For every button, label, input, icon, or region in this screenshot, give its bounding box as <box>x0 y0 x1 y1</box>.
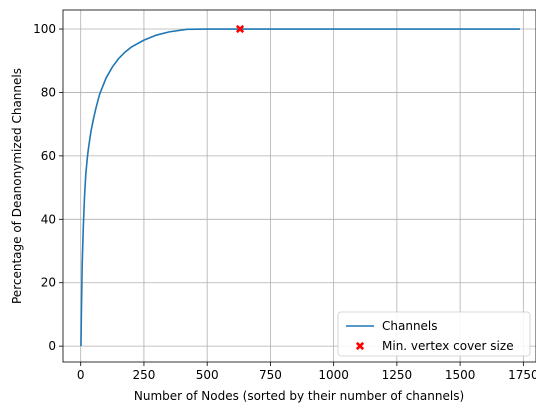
legend-label: Min. vertex cover size <box>382 339 514 353</box>
x-tick-label: 1750 <box>508 368 536 382</box>
x-tick-label: 1000 <box>318 368 349 382</box>
x-tick-label: 1500 <box>445 368 476 382</box>
x-tick-label: 750 <box>259 368 282 382</box>
y-tick-label: 80 <box>41 85 56 99</box>
grid <box>63 10 536 362</box>
plot-area <box>80 24 521 347</box>
x-tick-label: 500 <box>196 368 219 382</box>
y-tick-label: 60 <box>41 149 56 163</box>
legend-box <box>337 311 531 357</box>
legend: Channels Min. vertex cover size <box>337 311 531 357</box>
plot-frame <box>62 9 536 363</box>
legend-swatch-min-vertex-cover <box>355 341 365 351</box>
y-tick-label: 40 <box>41 212 56 226</box>
min-vertex-cover-marker <box>235 24 245 34</box>
x-tick-label: 1250 <box>382 368 413 382</box>
series-line-channels <box>80 28 521 347</box>
x-tick-label: 0 <box>77 368 85 382</box>
axis-ticks: 0 250 500 750 1000 1250 1500 1750 0 20 40 60 80 100 <box>33 22 536 382</box>
y-tick-label: 20 <box>41 276 56 290</box>
y-axis-label: Percentage of Deanonymized Channels <box>10 68 24 304</box>
x-axis-label: Number of Nodes (sorted by their number … <box>134 389 464 403</box>
legend-label: Channels <box>382 319 438 333</box>
x-tick-label: 250 <box>132 368 155 382</box>
y-tick-label: 0 <box>48 339 56 353</box>
y-tick-label: 100 <box>33 22 56 36</box>
